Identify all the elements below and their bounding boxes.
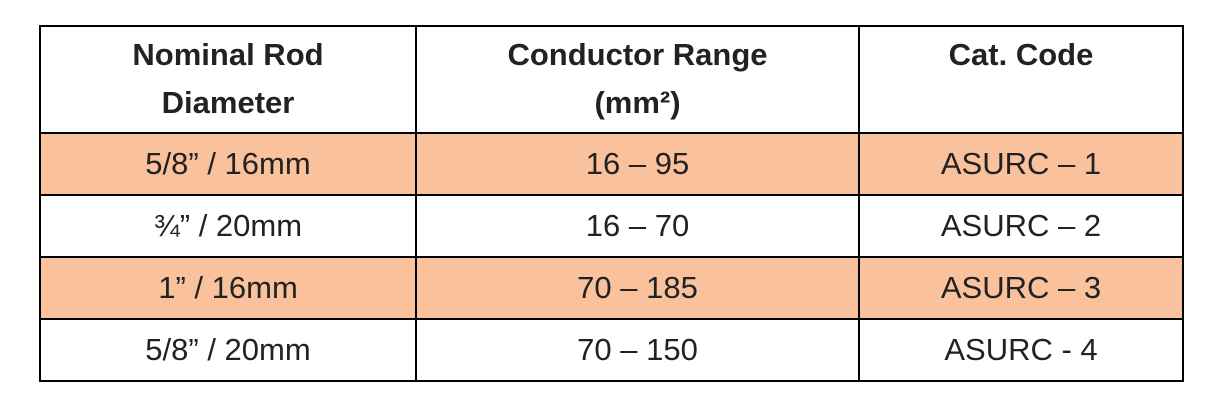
header-cell: Cat. Code [858, 25, 1184, 134]
table-cell: ASURC – 3 [858, 256, 1184, 320]
table-cell: 16 – 95 [415, 132, 860, 196]
table-row: ¾” / 20mm 16 – 70 ASURC – 2 [39, 194, 1184, 258]
table-cell: 70 – 185 [415, 256, 860, 320]
spec-table: Nominal Rod Diameter Conductor Range (mm²) C… [39, 25, 1184, 382]
table-row: 5/8” / 20mm 70 – 150 ASURC - 4 [39, 318, 1184, 382]
header-text: (mm²) [594, 85, 681, 120]
header-row: Nominal Rod Diameter Conductor Range (mm²) C… [39, 25, 1184, 134]
table-cell: ASURC – 2 [858, 194, 1184, 258]
table-cell: 5/8” / 20mm [39, 318, 417, 382]
table-cell: 70 – 150 [415, 318, 860, 382]
header-text: Diameter [161, 85, 295, 120]
header-text: Conductor Range [507, 37, 768, 72]
header-cell: Nominal Rod Diameter [39, 25, 417, 134]
table-row: 5/8” / 16mm 16 – 95 ASURC – 1 [39, 132, 1184, 196]
header-text: Cat. Code [948, 37, 1094, 72]
table-body: 5/8” / 16mm 16 – 95 ASURC – 1 ¾” / 20mm 16 –… [39, 132, 1184, 382]
table-cell: 1” / 16mm [39, 256, 417, 320]
header-cell: Conductor Range (mm²) [415, 25, 860, 134]
table-row: 1” / 16mm 70 – 185 ASURC – 3 [39, 256, 1184, 320]
table-cell: 16 – 70 [415, 194, 860, 258]
header-text: Nominal Rod [132, 37, 324, 72]
table-cell: ASURC - 4 [858, 318, 1184, 382]
table-cell: ASURC – 1 [858, 132, 1184, 196]
table-cell: 5/8” / 16mm [39, 132, 417, 196]
table-cell: ¾” / 20mm [39, 194, 417, 258]
